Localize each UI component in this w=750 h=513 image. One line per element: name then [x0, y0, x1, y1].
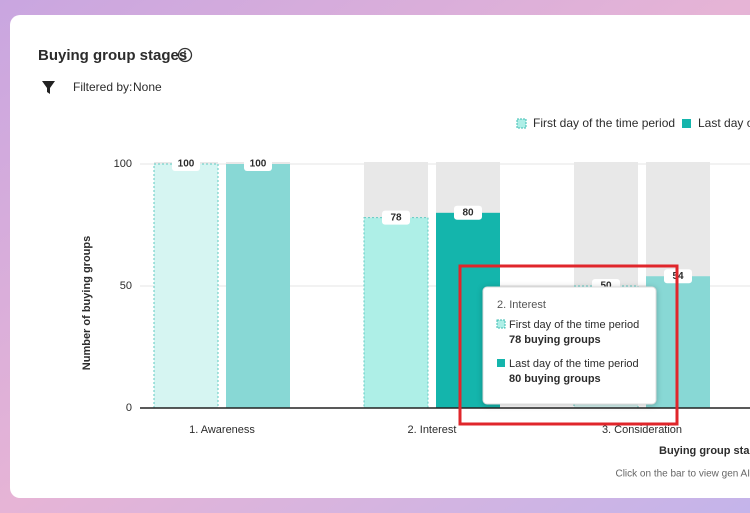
- data-label: 100: [250, 159, 267, 170]
- y-axis-label: Number of buying groups: [81, 236, 93, 370]
- bar: [153, 163, 219, 409]
- data-label: 80: [462, 207, 474, 218]
- tooltip-swatch: [497, 359, 505, 367]
- info-icon[interactable]: [177, 47, 193, 63]
- x-tick-label: 3. Consideration: [602, 424, 682, 436]
- filter-label: Filtered by:: [73, 80, 132, 94]
- y-tick-label: 50: [120, 280, 132, 292]
- highlight-box: [458, 264, 679, 426]
- data-label-bg: [244, 157, 272, 171]
- tooltip-value: 80 buying groups: [509, 373, 601, 385]
- filter-icon[interactable]: [42, 81, 55, 94]
- tooltip-box: [482, 286, 657, 405]
- tooltip-series: First day of the time period: [509, 319, 639, 331]
- tooltip-value: 78 buying groups: [509, 334, 601, 346]
- card-title: Buying group stages: [38, 47, 187, 64]
- data-label: 78: [390, 212, 402, 223]
- data-label: 50: [600, 281, 612, 292]
- legend-label: First day of the time period: [533, 116, 675, 130]
- data-label: 100: [178, 159, 195, 170]
- tooltip: 2. Interest First day of the time period 7…: [482, 286, 657, 405]
- y-tick-label: 0: [126, 402, 132, 414]
- footer-note: Click on the bar to view gen AI: [615, 469, 750, 480]
- bar: [363, 217, 429, 409]
- legend-swatch: [682, 119, 691, 128]
- tooltip-swatch: [496, 319, 506, 329]
- legend-swatch: [516, 118, 527, 129]
- x-tick-label: 2. Interest: [408, 424, 457, 436]
- bar: [226, 164, 290, 408]
- y-tick-label: 100: [114, 158, 132, 170]
- chart: First day of the time period Last day of …: [81, 116, 750, 457]
- tooltip-series: Last day of the time period: [509, 358, 639, 370]
- filter-value: None: [133, 80, 162, 94]
- data-label-bg: [382, 210, 410, 225]
- data-label-bg: [172, 157, 200, 171]
- tooltip-title: 2. Interest: [497, 299, 546, 311]
- x-axis-label: Buying group stages: [659, 445, 750, 457]
- x-tick-label: 1. Awareness: [189, 424, 255, 436]
- data-label-bg: [454, 205, 482, 220]
- legend-label: Last day of the time period: [698, 116, 750, 130]
